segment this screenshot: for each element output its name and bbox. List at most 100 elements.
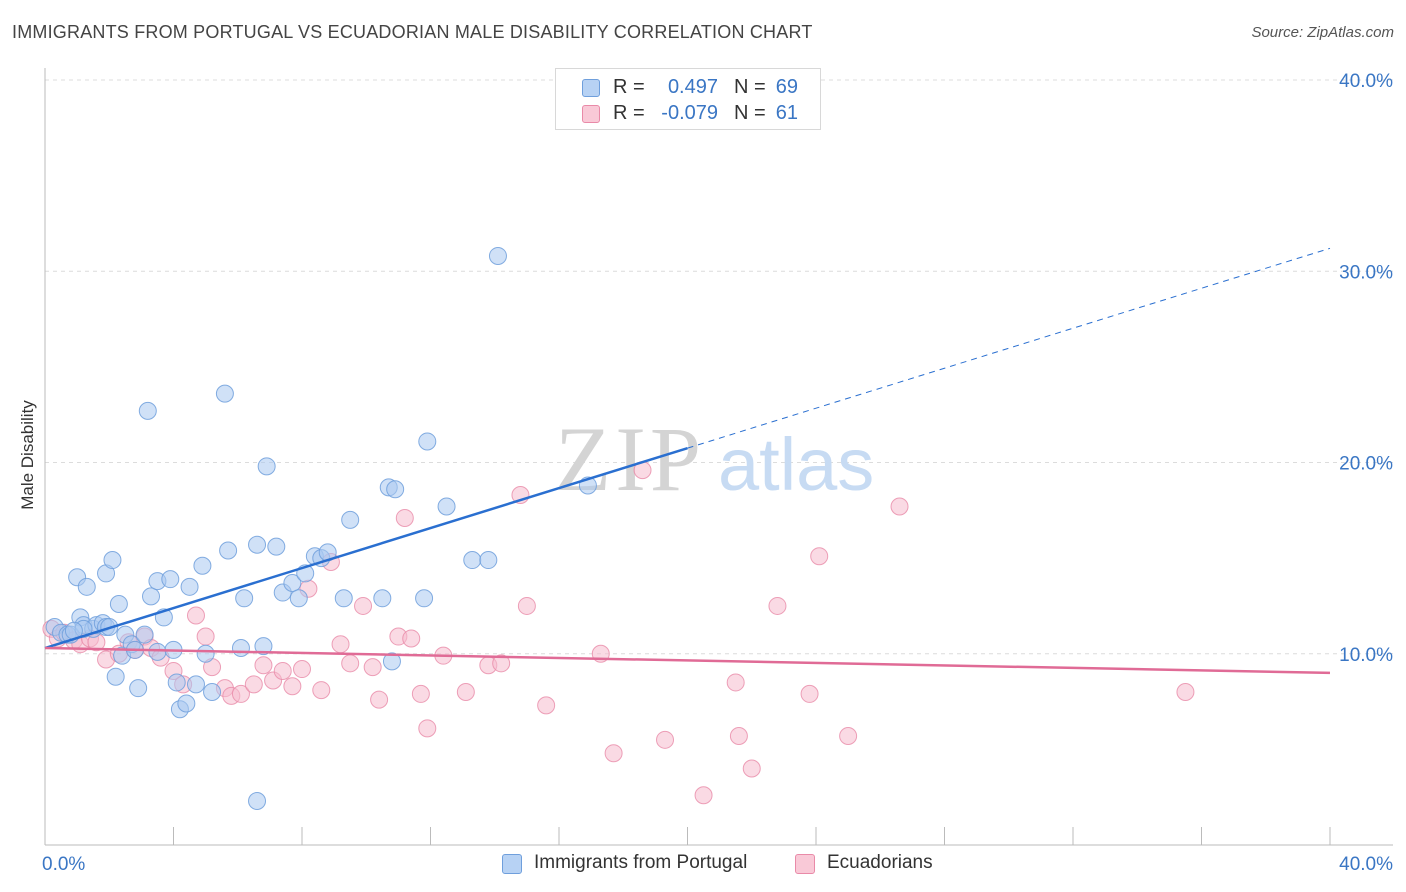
data-point-ecuadorians <box>254 656 273 675</box>
legend-n-value: 61 <box>775 102 798 124</box>
data-point-ecuadorians <box>196 627 215 646</box>
data-point-portugal <box>109 595 128 614</box>
data-point-portugal <box>148 642 167 661</box>
legend-r-label: R = <box>613 102 645 124</box>
data-point-portugal <box>463 551 482 570</box>
data-point-portugal <box>248 792 267 811</box>
data-point-portugal <box>479 551 498 570</box>
data-point-portugal <box>254 637 273 656</box>
legend-swatch-portugal <box>502 854 522 874</box>
data-point-ecuadorians <box>768 596 787 615</box>
data-point-portugal <box>193 556 212 575</box>
watermark: ZIP atlas <box>555 408 874 510</box>
data-point-ecuadorians <box>341 654 360 673</box>
data-point-portugal <box>135 625 154 644</box>
data-point-ecuadorians <box>395 508 414 527</box>
y-tick-label: 20.0% <box>1339 454 1393 475</box>
data-point-ecuadorians <box>742 759 761 778</box>
data-point-ecuadorians <box>890 497 909 516</box>
data-point-ecuadorians <box>363 658 382 677</box>
data-point-ecuadorians <box>402 629 421 648</box>
data-point-ecuadorians <box>729 726 748 745</box>
data-point-ecuadorians <box>1176 683 1195 701</box>
chart-title: IMMIGRANTS FROM PORTUGAL VS ECUADORIAN M… <box>12 22 813 42</box>
data-point-portugal <box>103 551 122 570</box>
data-point-ecuadorians <box>418 719 437 738</box>
data-point-ecuadorians <box>810 547 829 566</box>
data-point-ecuadorians <box>312 681 331 700</box>
legend-n-value: 69 <box>775 76 798 98</box>
data-point-ecuadorians <box>411 684 430 703</box>
x-tick-label: 0.0% <box>42 854 85 875</box>
data-point-portugal <box>180 577 199 596</box>
legend-swatch-portugal <box>582 79 600 97</box>
correlation-legend: R = 0.497 N = 69 R = -0.079 N = 61 <box>555 68 821 130</box>
trend-line-ecuadorians <box>44 646 1331 675</box>
data-point-portugal <box>248 535 267 554</box>
data-point-portugal <box>167 673 186 692</box>
data-point-portugal <box>418 432 437 451</box>
data-point-ecuadorians <box>186 606 205 625</box>
data-point-portugal <box>382 652 401 671</box>
data-point-portugal <box>138 401 157 420</box>
legend-swatch-ecuadorians <box>582 105 600 123</box>
data-point-portugal <box>257 457 276 476</box>
legend-n-label: N = <box>734 102 766 124</box>
watermark-zip: ZIP <box>555 408 705 510</box>
data-point-portugal <box>106 667 125 686</box>
data-point-portugal <box>77 577 96 596</box>
axes <box>44 68 1393 846</box>
data-point-portugal <box>341 510 360 529</box>
legend-r-value: 0.497 <box>667 76 718 98</box>
legend-swatch-ecuadorians <box>795 854 815 874</box>
data-point-portugal <box>283 573 302 592</box>
data-point-ecuadorians <box>537 696 556 715</box>
y-tick-label: 40.0% <box>1339 71 1393 92</box>
data-point-portugal <box>386 480 405 499</box>
data-point-portugal <box>415 589 434 608</box>
data-point-portugal <box>219 541 238 560</box>
legend-row-ecuadorians: R = -0.079 N = 61 <box>556 101 820 127</box>
data-point-portugal <box>235 589 254 608</box>
y-tick-label: 10.0% <box>1339 645 1393 666</box>
data-point-ecuadorians <box>656 730 675 749</box>
data-point-portugal <box>177 694 196 713</box>
data-point-ecuadorians <box>800 684 819 703</box>
legend-r-value: -0.079 <box>661 102 718 124</box>
trend-line-portugal-projection <box>687 247 1331 449</box>
data-point-portugal <box>267 537 286 556</box>
data-point-portugal <box>161 570 180 589</box>
legend-label-ecuadorians: Ecuadorians <box>827 852 933 873</box>
trend-lines <box>44 247 1331 675</box>
data-point-portugal <box>488 246 507 265</box>
data-point-portugal <box>334 589 353 608</box>
x-tick-label: 40.0% <box>1339 854 1393 875</box>
data-point-ecuadorians <box>244 675 263 694</box>
data-point-portugal <box>142 587 161 606</box>
data-point-ecuadorians <box>331 635 350 654</box>
data-point-ecuadorians <box>726 673 745 692</box>
data-point-ecuadorians <box>839 726 858 745</box>
y-tick-label: 30.0% <box>1339 262 1393 283</box>
tick-labels: 10.0% 20.0% 30.0% 40.0% 0.0% 40.0% <box>42 71 1393 875</box>
data-point-ecuadorians <box>293 660 311 679</box>
watermark-atlas: atlas <box>718 423 874 506</box>
data-point-ecuadorians <box>231 684 250 703</box>
portugal-points <box>45 246 597 811</box>
data-point-portugal <box>196 644 215 663</box>
data-point-ecuadorians <box>694 786 713 805</box>
data-point-ecuadorians <box>492 654 511 673</box>
legend-row-portugal: R = 0.497 N = 69 <box>556 75 820 101</box>
grid-lines <box>45 79 1393 655</box>
data-point-ecuadorians <box>370 690 389 709</box>
data-point-portugal <box>373 589 392 608</box>
legend-label-portugal: Immigrants from Portugal <box>534 852 748 873</box>
trend-line-portugal <box>44 446 688 650</box>
series-legend: Immigrants from Portugal Ecuadorians <box>0 852 1406 878</box>
data-point-ecuadorians <box>354 596 373 615</box>
data-point-portugal <box>231 639 250 658</box>
legend-r-label: R = <box>613 76 645 98</box>
data-point-portugal <box>215 384 234 403</box>
data-point-portugal <box>129 679 148 698</box>
